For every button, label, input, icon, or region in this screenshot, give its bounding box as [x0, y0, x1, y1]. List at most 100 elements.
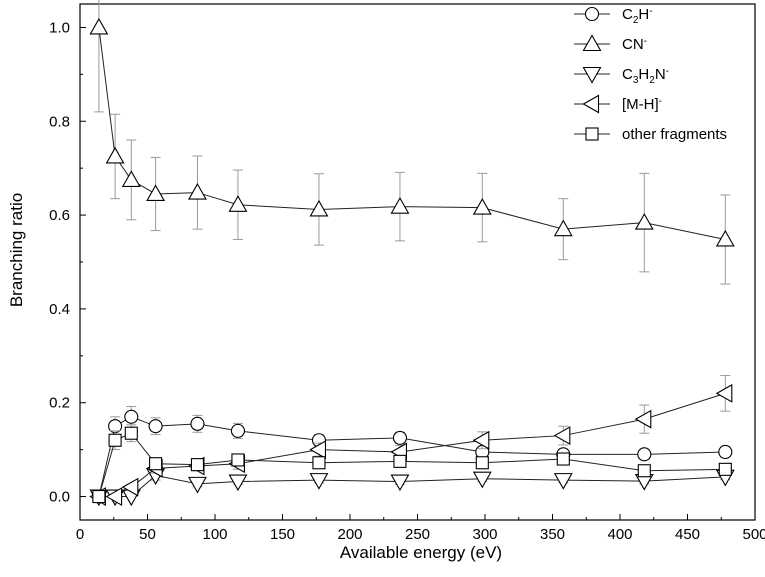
legend-marker [584, 6, 600, 22]
legend-label: C2H- [622, 6, 653, 26]
legend-label: C3H2N- [622, 66, 669, 86]
legend-label: [M-H]- [622, 96, 662, 114]
x-tick-label: 500 [742, 526, 765, 543]
legend-item: C3H2N- [574, 66, 669, 86]
data-point [312, 456, 326, 470]
y-tick-label: 0.8 [49, 113, 70, 130]
legend: C2H-CN-C3H2N-[M-H]-other fragments [574, 6, 727, 143]
y-tick-label: 0.4 [49, 301, 70, 318]
legend-item: other fragments [574, 126, 727, 143]
legend-marker [582, 94, 600, 114]
legend-label-part: 3 [633, 75, 639, 86]
data-point [718, 462, 732, 476]
data-point [92, 489, 106, 504]
data-point [230, 423, 245, 438]
legend-label: other fragments [622, 126, 727, 143]
data-point [390, 474, 410, 492]
legend-label-part: - [659, 96, 662, 107]
data-point [637, 447, 652, 462]
data-point [188, 476, 207, 494]
legend-label-part: 2 [633, 15, 639, 26]
legend-label-part: N [655, 66, 666, 83]
series-1 [89, 0, 735, 285]
data-point [472, 430, 490, 450]
data-point [472, 197, 492, 215]
x-tick-label: 250 [405, 526, 430, 543]
y-tick-label: 0.2 [49, 395, 70, 412]
data-point [475, 456, 489, 470]
y-axis-ticks: 0.0 0.2 0.4 0.6 0.8 1.0 [49, 19, 86, 506]
data-point [715, 383, 733, 403]
legend-label-part: - [666, 66, 669, 77]
data-point [190, 458, 204, 472]
data-point [89, 17, 109, 35]
data-point [390, 197, 410, 214]
y-tick-label: 0.6 [49, 207, 70, 224]
data-point [231, 453, 245, 467]
x-axis-ticks: 0 50 100 150 200 250 300 350 400 450 500 [76, 514, 765, 543]
data-point [228, 195, 248, 212]
y-tick-label: 1.0 [49, 19, 70, 36]
legend-item: CN- [574, 34, 647, 54]
y-tick-label: 0.0 [49, 489, 70, 506]
data-point [637, 464, 651, 478]
legend-label-part: H [638, 66, 649, 83]
data-point [634, 212, 654, 230]
x-tick-label: 0 [76, 526, 84, 543]
data-point [715, 229, 735, 247]
data-point [105, 487, 123, 506]
data-point [105, 146, 125, 164]
legend-item: C2H- [574, 6, 653, 26]
data-point [393, 454, 407, 468]
data-point [121, 477, 139, 497]
data-point [309, 440, 327, 460]
y-axis-title: Branching ratio [7, 193, 26, 307]
x-tick-label: 300 [472, 526, 497, 543]
x-tick-label: 350 [540, 526, 565, 543]
x-tick-label: 200 [337, 526, 362, 543]
legend-label-part: C [622, 6, 633, 23]
legend-label-part: - [649, 6, 652, 17]
data-point [718, 444, 733, 460]
data-point [146, 184, 166, 202]
legend-label-part: other fragments [622, 126, 727, 143]
legend-label-part: CN [622, 36, 644, 53]
x-tick-label: 400 [607, 526, 632, 543]
data-point [108, 433, 122, 447]
x-tick-label: 100 [202, 526, 227, 543]
data-point [553, 219, 573, 237]
data-point [228, 474, 248, 492]
legend-label-part: [M-H] [622, 96, 659, 113]
data-point [148, 419, 163, 434]
x-axis-title: Available energy (eV) [340, 543, 502, 562]
x-tick-label: 50 [139, 526, 156, 543]
legend-label-part: 2 [649, 75, 655, 86]
data-point [556, 452, 570, 466]
data-point [124, 426, 138, 440]
legend-item: [M-H]- [574, 94, 662, 114]
legend-marker [585, 127, 599, 141]
data-point [124, 409, 139, 424]
legend-marker [582, 34, 602, 52]
data-point [190, 416, 205, 431]
series-4 [92, 424, 732, 504]
legend-label: CN- [622, 36, 647, 54]
series-2 [89, 468, 735, 507]
x-tick-label: 150 [270, 526, 295, 543]
data-point [188, 182, 207, 200]
legend-marker [582, 66, 602, 84]
series-layer [89, 0, 735, 507]
data-point [553, 426, 571, 446]
data-point [121, 170, 141, 187]
data-point [553, 473, 573, 490]
data-point [309, 199, 329, 217]
legend-label-part: C [622, 66, 633, 83]
data-point [634, 409, 652, 429]
data-point [472, 471, 492, 489]
data-point [309, 473, 329, 490]
legend-label-part: - [644, 36, 647, 47]
x-tick-label: 450 [675, 526, 700, 543]
legend-label-part: H [638, 6, 649, 23]
